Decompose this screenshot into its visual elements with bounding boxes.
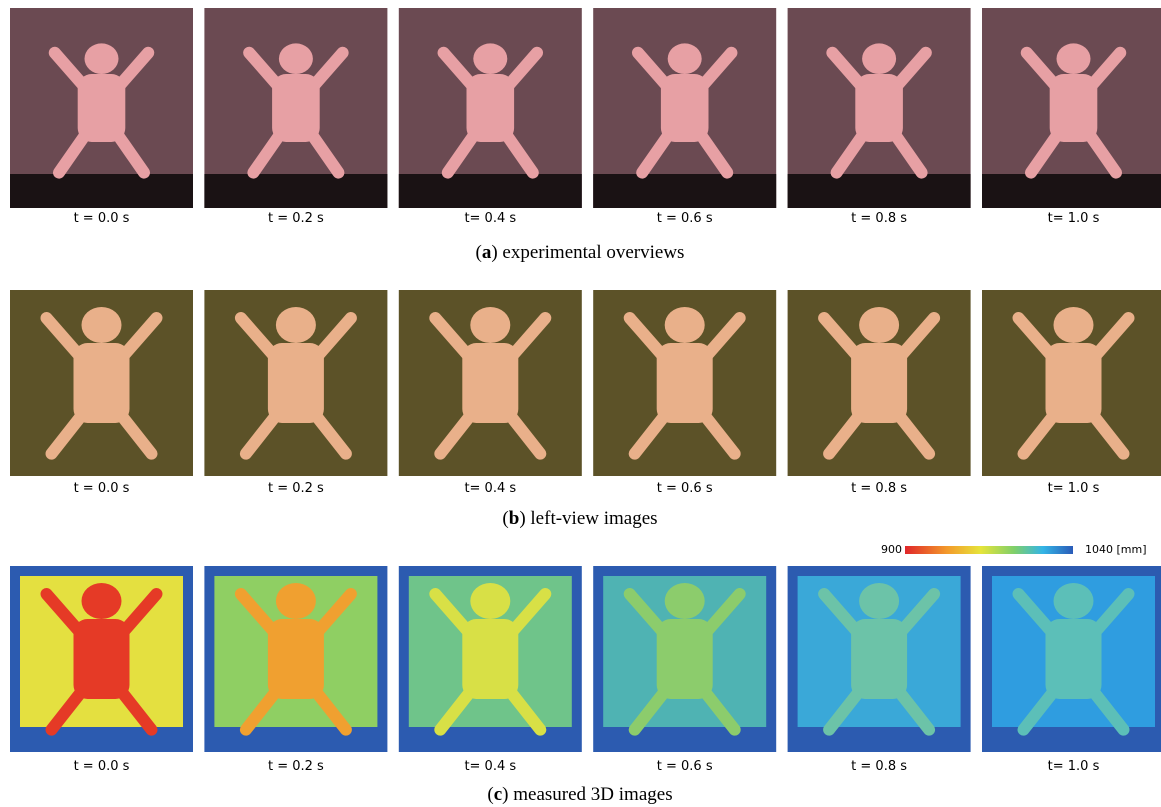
image-panel: t = 0.8 s [788, 566, 971, 774]
time-label: t = 0.0 s [74, 481, 130, 496]
figure-head [470, 583, 510, 619]
figure-head [279, 43, 313, 74]
time-label: t = 0.6 s [657, 481, 713, 496]
figure-head [276, 307, 316, 343]
figure-body [1050, 74, 1098, 142]
panel-floor [204, 174, 387, 208]
figure-body [657, 343, 713, 423]
caption-part: c [494, 784, 502, 805]
figure-head [1054, 583, 1094, 619]
figure-body [851, 619, 907, 699]
figure-head [859, 583, 899, 619]
caption-part: ) left-view images [519, 508, 657, 529]
time-label: t = 0.0 s [74, 211, 130, 226]
caption-part: ) experimental overviews [491, 242, 684, 263]
image-panel: t= 0.4 s [399, 8, 582, 226]
time-label: t = 0.2 s [268, 481, 324, 496]
figure-body [462, 619, 518, 699]
image-panel: t= 0.4 s [399, 566, 582, 774]
image-panel: t = 0.6 s [593, 290, 776, 496]
figure-head [85, 43, 119, 74]
figure-head [82, 583, 122, 619]
image-panel: t = 0.0 s [10, 566, 193, 774]
image-panel: t= 0.4 s [399, 290, 582, 496]
image-panel: t= 1.0 s [982, 290, 1161, 496]
figure-body [661, 74, 709, 142]
panel-floor [788, 174, 971, 208]
caption-part: b [509, 508, 520, 529]
colorbar-max: 1040 [mm] [1085, 543, 1147, 556]
image-panel: t = 0.0 s [10, 290, 193, 496]
caption: (a) experimental overviews [476, 242, 685, 263]
figure-body [657, 619, 713, 699]
figure-body [467, 74, 515, 142]
figure-head [862, 43, 896, 74]
caption: (c) measured 3D images [487, 784, 672, 805]
figure-head [82, 307, 122, 343]
figure-body [851, 343, 907, 423]
image-panel: t = 0.0 s [10, 8, 193, 226]
figure-head [859, 307, 899, 343]
time-label: t = 0.8 s [851, 211, 907, 226]
panel-floor [982, 174, 1161, 208]
time-label: t = 0.2 s [268, 211, 324, 226]
time-label: t = 0.8 s [851, 759, 907, 774]
figure-body [74, 343, 130, 423]
time-label: t= 0.4 s [464, 481, 516, 496]
figure-body [78, 74, 126, 142]
figure-body [462, 343, 518, 423]
figure-head [668, 43, 702, 74]
figure-head [276, 583, 316, 619]
image-panel: t = 0.2 s [204, 8, 387, 226]
caption: (b) left-view images [502, 508, 657, 529]
time-label: t= 1.0 s [1048, 211, 1100, 226]
image-panel: t = 0.2 s [204, 290, 387, 496]
colorbar [905, 546, 1073, 554]
time-label: t= 1.0 s [1048, 759, 1100, 774]
figure-head [665, 307, 705, 343]
figure-body [272, 74, 320, 142]
figure-head [473, 43, 507, 74]
time-label: t = 0.2 s [268, 759, 324, 774]
panel-floor [593, 174, 776, 208]
image-panel: t = 0.8 s [788, 290, 971, 496]
figure-head [470, 307, 510, 343]
image-panel: t = 0.8 s [788, 8, 971, 226]
figure: 900 1040 [mm] t = 0.0 s t = 0.2 s t= 0.4 s… [0, 0, 1161, 807]
figure-body [268, 343, 324, 423]
figure-body [1046, 619, 1102, 699]
figure-head [1057, 43, 1091, 74]
figure-body [1046, 343, 1102, 423]
time-label: t = 0.0 s [74, 759, 130, 774]
figure-body [855, 74, 903, 142]
figure-head [665, 583, 705, 619]
figure-body [268, 619, 324, 699]
time-label: t= 1.0 s [1048, 481, 1100, 496]
time-label: t= 0.4 s [464, 211, 516, 226]
time-label: t = 0.8 s [851, 481, 907, 496]
panel-floor [10, 174, 193, 208]
caption-part: ) measured 3D images [502, 784, 672, 805]
time-label: t= 0.4 s [464, 759, 516, 774]
image-panel: t = 0.6 s [593, 566, 776, 774]
figure-head [1054, 307, 1094, 343]
image-panel: t = 0.2 s [204, 566, 387, 774]
image-panel: t = 0.6 s [593, 8, 776, 226]
time-label: t = 0.6 s [657, 759, 713, 774]
colorbar-min: 900 [881, 543, 902, 556]
caption-part: a [482, 242, 492, 263]
image-panel: t= 1.0 s [982, 8, 1161, 226]
image-panel: t= 1.0 s [982, 566, 1161, 774]
figure-body [74, 619, 130, 699]
time-label: t = 0.6 s [657, 211, 713, 226]
panel-floor [399, 174, 582, 208]
